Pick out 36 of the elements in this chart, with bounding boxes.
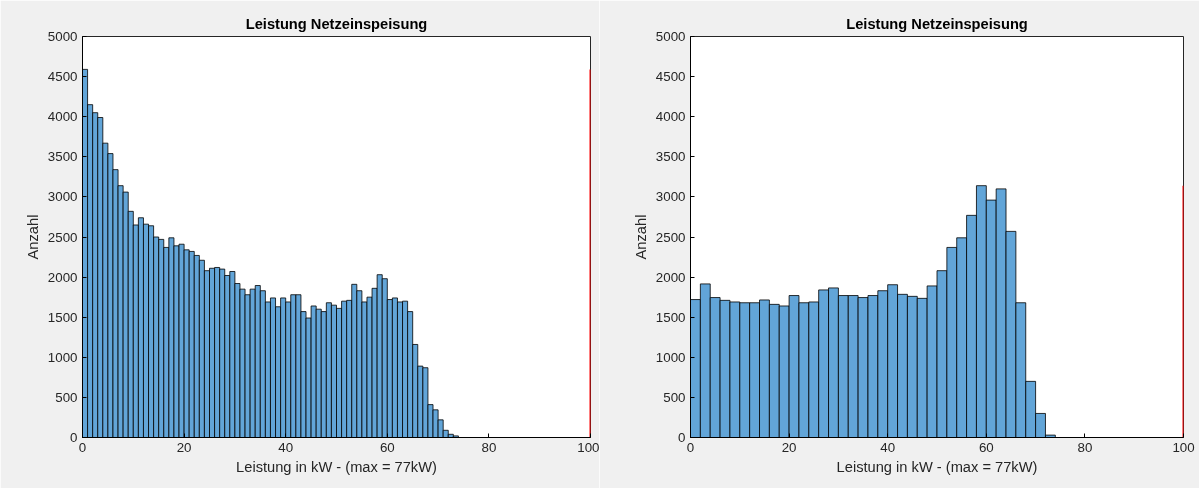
chart-title: Leistung Netzeinspeisung bbox=[245, 15, 428, 32]
y-tick-label: 2500 bbox=[655, 229, 686, 245]
y-tick-label: 3000 bbox=[655, 189, 686, 205]
x-tick-label: 80 bbox=[481, 439, 497, 455]
y-tick-label: 4500 bbox=[47, 69, 78, 85]
x-tick-label: 40 bbox=[278, 439, 294, 455]
y-tick-label: 4500 bbox=[655, 69, 686, 85]
y-axis-title: Anzahl bbox=[24, 214, 41, 260]
y-tick-label: 1000 bbox=[47, 349, 78, 365]
x-tick-label: 100 bbox=[1172, 439, 1195, 455]
y-tick-label: 2000 bbox=[47, 269, 78, 285]
y-tick-label: 3000 bbox=[47, 189, 78, 205]
y-tick-label: 500 bbox=[55, 389, 78, 405]
x-tick-label: 40 bbox=[880, 439, 896, 455]
x-axis-title: Leistung in kW - (max = 77kW) bbox=[236, 458, 437, 475]
chart-title: Leistung Netzeinspeisung bbox=[846, 15, 1028, 32]
x-tick-label: 100 bbox=[577, 439, 600, 455]
y-tick-label: 1000 bbox=[655, 349, 686, 365]
y-tick-label: 5000 bbox=[655, 29, 686, 44]
y-tick-label: 5000 bbox=[47, 29, 78, 44]
y-tick-label: 1500 bbox=[655, 309, 686, 325]
y-tick-label: 1500 bbox=[47, 309, 78, 325]
y-tick-label: 4000 bbox=[47, 109, 78, 125]
x-tick-label: 20 bbox=[781, 439, 797, 455]
y-axis-title: Anzahl bbox=[632, 214, 649, 260]
y-tick-label: 3500 bbox=[47, 149, 78, 165]
y-tick-label: 4000 bbox=[655, 109, 686, 125]
y-tick-label: 500 bbox=[663, 389, 686, 405]
x-tick-label: 80 bbox=[1077, 439, 1093, 455]
x-tick-label: 20 bbox=[176, 439, 192, 455]
y-tick-label: 2500 bbox=[47, 229, 78, 245]
y-tick-label: 3500 bbox=[655, 149, 686, 165]
x-tick-label: 60 bbox=[978, 439, 994, 455]
y-tick-label: 2000 bbox=[655, 269, 686, 285]
x-axis-title: Leistung in kW - (max = 77kW) bbox=[836, 458, 1038, 475]
x-tick-label: 60 bbox=[379, 439, 395, 455]
